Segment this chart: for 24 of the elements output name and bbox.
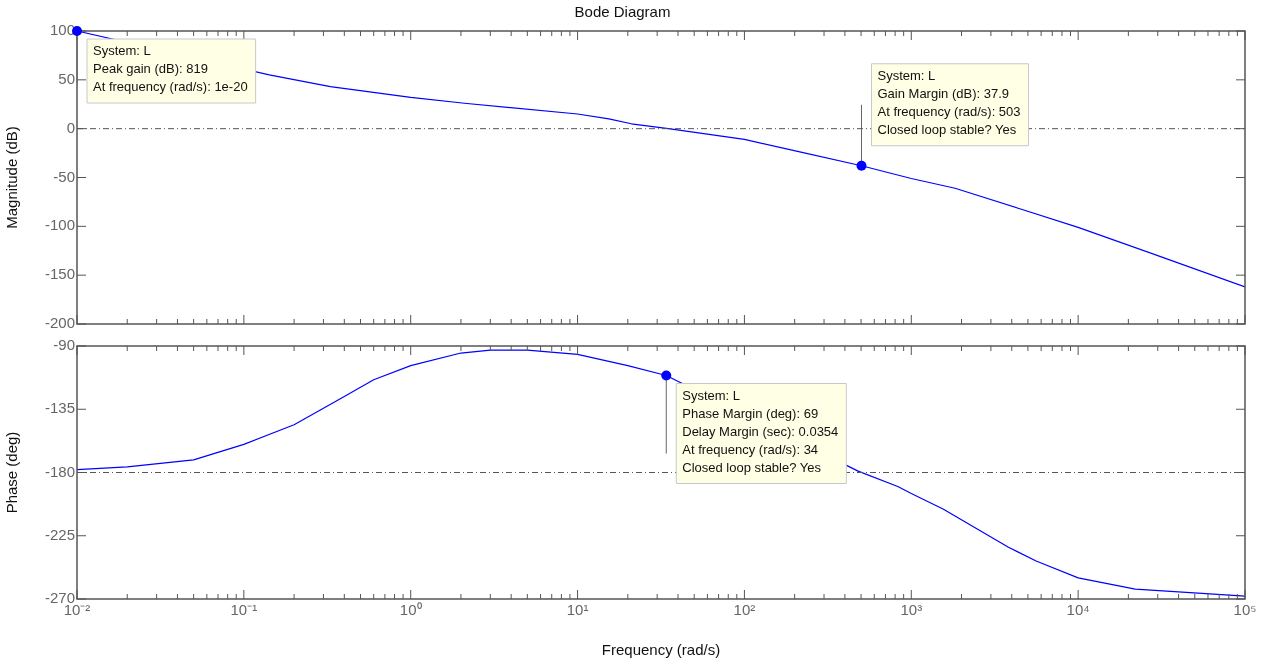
x-axis-title: Frequency (rad/s) bbox=[601, 641, 721, 659]
y-tick-label: 0 bbox=[66, 118, 75, 136]
y-tick-label: -135 bbox=[44, 399, 75, 417]
y-axis-title: Magnitude (dB) bbox=[3, 126, 21, 229]
annotation: System: L Phase Margin (deg): 69 Delay Margin (sec): 0.0354 At frequency (rad/s): 34 Closed loop stable? Yes bbox=[682, 387, 839, 475]
y-tick-label: -225 bbox=[44, 525, 75, 543]
y-tick-label: -90 bbox=[53, 336, 75, 354]
y-tick-label: 50 bbox=[58, 69, 75, 87]
y-tick-label: -150 bbox=[44, 265, 75, 283]
x-tick-label: 10⁻¹ bbox=[230, 601, 258, 619]
x-tick-label: 10³ bbox=[900, 601, 923, 619]
x-tick-label: 10² bbox=[733, 601, 756, 619]
y-tick-label: -200 bbox=[44, 314, 75, 332]
y-tick-label: -180 bbox=[44, 462, 75, 480]
chart-title: Bode Diagram bbox=[574, 3, 671, 21]
x-tick-label: 10¹ bbox=[566, 601, 589, 619]
annotation: System: L Gain Margin (dB): 37.9 At frequency (rad/s): 503 Closed loop stable? Yes bbox=[877, 67, 1021, 137]
x-tick-label: 10⁴ bbox=[1066, 601, 1090, 619]
y-tick-label: -50 bbox=[53, 167, 75, 185]
x-tick-label: 10⁰ bbox=[399, 601, 422, 619]
annotation: System: L Peak gain (dB): 819 At frequency (rad/s): 1e-20 bbox=[93, 43, 248, 95]
x-tick-label: 10⁵ bbox=[1233, 601, 1257, 619]
y-axis-title: Phase (deg) bbox=[3, 431, 21, 514]
y-tick-label: -100 bbox=[44, 216, 75, 234]
